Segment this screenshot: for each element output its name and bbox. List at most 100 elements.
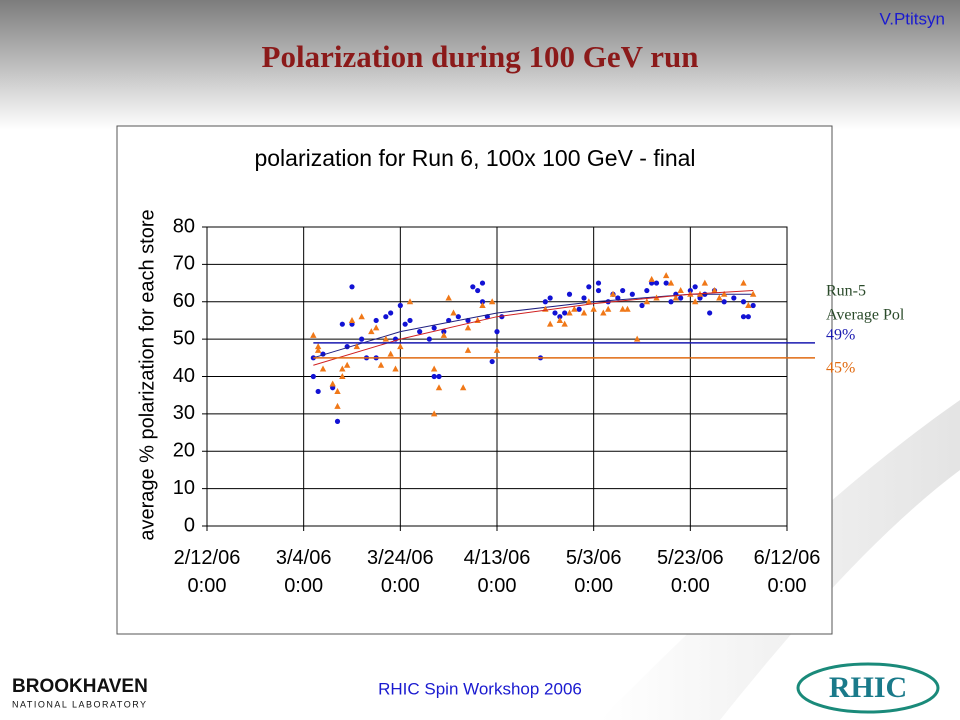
point — [358, 313, 365, 320]
lab-logo-sub: NATIONAL LABORATORY — [12, 699, 148, 709]
point — [566, 309, 573, 316]
author: V.Ptitsyn — [879, 9, 945, 28]
point — [368, 328, 375, 335]
point — [653, 280, 660, 286]
point — [334, 387, 341, 394]
point — [493, 346, 501, 353]
point — [426, 336, 432, 342]
point — [546, 320, 554, 327]
point — [388, 310, 394, 316]
point — [431, 373, 437, 380]
y-tick-label: 50 — [173, 327, 195, 349]
annotation: Run-5 — [826, 283, 866, 300]
point — [489, 358, 495, 365]
point — [745, 314, 751, 320]
point — [319, 365, 327, 372]
x-tick-label: 5/23/06 0:00 — [656, 547, 724, 597]
x-tick-label: 6/12/06 0:00 — [753, 547, 821, 597]
point — [566, 291, 573, 297]
point — [470, 284, 476, 290]
point — [552, 310, 558, 316]
point — [329, 380, 336, 387]
point — [667, 279, 675, 286]
chart-title: polarization for Run 6, 100x 100 GeV - f… — [254, 145, 695, 171]
point — [441, 329, 447, 335]
reference-label: 49% — [826, 327, 855, 344]
point — [353, 343, 361, 350]
point — [348, 316, 356, 323]
point — [382, 335, 390, 342]
point — [310, 331, 317, 338]
chart-frame — [116, 125, 833, 635]
x-tick-label: 3/24/06 0:00 — [366, 547, 434, 597]
point — [678, 295, 684, 301]
point — [590, 305, 597, 312]
point — [624, 305, 631, 312]
rhic-logo: RHIC — [829, 671, 907, 704]
y-tick-label: 10 — [173, 477, 195, 499]
point — [633, 335, 641, 342]
point — [720, 290, 728, 297]
point — [464, 346, 472, 353]
point — [392, 365, 399, 372]
y-axis-label: average % polarization for each store — [136, 209, 158, 540]
point — [580, 309, 588, 316]
point — [479, 299, 486, 305]
point — [662, 272, 670, 279]
y-tick-label: 70 — [173, 253, 195, 275]
point — [556, 316, 564, 323]
point — [687, 287, 693, 294]
point — [595, 280, 602, 286]
point — [711, 287, 718, 294]
point — [455, 314, 461, 320]
x-tick-label: 3/4/06 0:00 — [275, 547, 332, 597]
point — [435, 384, 443, 391]
point — [740, 299, 747, 305]
point — [475, 287, 481, 294]
point — [561, 320, 568, 327]
rhic-ring — [796, 662, 940, 714]
point — [479, 301, 486, 308]
annotation: Average Pol — [826, 307, 905, 324]
point — [417, 329, 423, 335]
point — [488, 298, 496, 305]
point — [430, 365, 438, 372]
point — [373, 317, 379, 324]
point — [494, 329, 500, 335]
point — [586, 284, 592, 290]
point — [692, 284, 698, 290]
lab-logo: BROOKHAVEN — [12, 676, 148, 697]
point — [314, 346, 322, 353]
point — [557, 314, 563, 320]
point — [677, 287, 684, 294]
y-tick-label: 30 — [173, 402, 195, 424]
point — [431, 325, 437, 331]
point — [749, 290, 757, 297]
x-tick-label: 2/12/06 0:00 — [173, 547, 241, 597]
point — [629, 291, 635, 297]
point — [397, 343, 404, 350]
point — [387, 350, 394, 357]
y-tick-label: 0 — [184, 514, 195, 536]
point — [430, 410, 438, 417]
point — [585, 298, 593, 305]
point — [315, 388, 321, 395]
point — [595, 287, 602, 294]
point — [604, 305, 612, 312]
point — [334, 418, 341, 424]
y-tick-label: 20 — [173, 440, 195, 462]
point — [343, 361, 351, 368]
point — [440, 331, 448, 338]
point — [571, 305, 578, 312]
point — [716, 294, 723, 301]
point — [639, 302, 645, 309]
point — [663, 280, 669, 286]
point — [745, 301, 752, 308]
point — [310, 373, 316, 380]
point — [314, 343, 322, 350]
point — [562, 310, 568, 316]
point — [600, 309, 607, 316]
point — [402, 321, 408, 327]
point — [707, 310, 713, 316]
